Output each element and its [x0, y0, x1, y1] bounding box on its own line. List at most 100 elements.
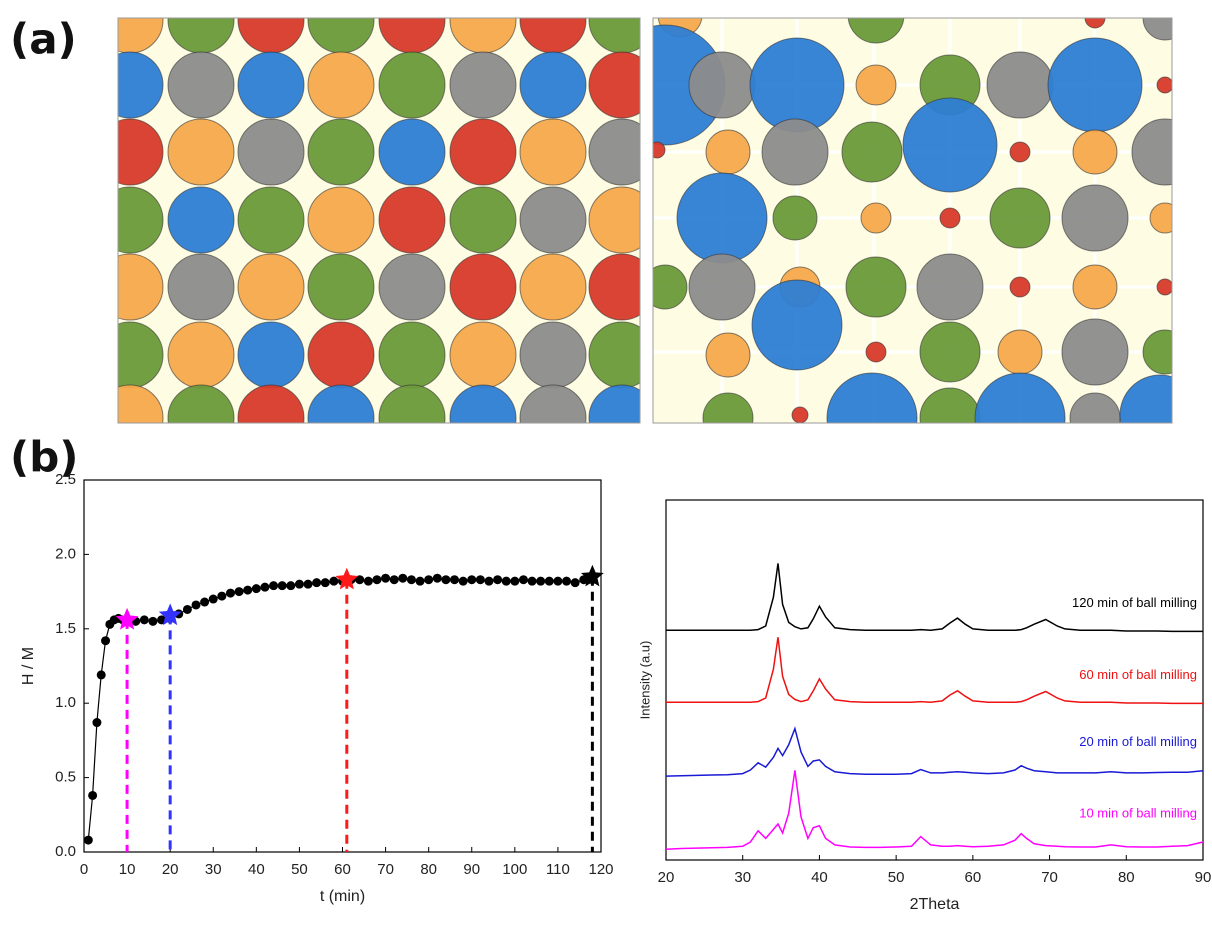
- x-tick-label: 100: [502, 861, 527, 878]
- atom: [588, 253, 640, 321]
- atom: [791, 406, 809, 423]
- y-axis-label: Intensity (a.u): [637, 641, 652, 720]
- y-tick-label: 2.5: [55, 471, 76, 488]
- x-tick-label: 80: [420, 861, 437, 878]
- atom: [307, 384, 375, 423]
- data-point: [139, 615, 149, 625]
- data-point: [493, 575, 503, 585]
- data-point: [92, 718, 102, 728]
- atom: [307, 118, 375, 186]
- series-label: 120 min of ball milling: [1072, 595, 1197, 610]
- data-point: [329, 576, 339, 586]
- atom: [378, 51, 446, 119]
- x-tick-label: 20: [162, 861, 179, 878]
- atom: [449, 51, 517, 119]
- data-point: [101, 636, 111, 646]
- x-axis-label: t (min): [320, 888, 365, 905]
- atom: [378, 321, 446, 389]
- atom: [519, 118, 587, 186]
- atom: [588, 186, 640, 254]
- atom: [919, 321, 981, 383]
- atom: [519, 51, 587, 119]
- atom: [653, 141, 666, 159]
- x-tick-label: 110: [546, 861, 570, 878]
- data-point: [450, 575, 460, 585]
- data-point: [320, 578, 330, 588]
- plot-frame: [665, 499, 1204, 861]
- atom: [449, 321, 517, 389]
- atom: [865, 341, 887, 363]
- atom: [237, 321, 305, 389]
- atom: [588, 384, 640, 423]
- atom: [167, 321, 235, 389]
- x-tick-label: 70: [377, 861, 394, 878]
- atom: [378, 253, 446, 321]
- data-line: [665, 726, 1204, 777]
- y-axis-label: H / M: [20, 647, 37, 685]
- atom: [676, 172, 768, 264]
- data-point: [544, 576, 554, 586]
- y-tick-label: 2.0: [55, 545, 76, 562]
- atom: [449, 253, 517, 321]
- lattice-frame: [117, 17, 641, 424]
- atom: [841, 121, 903, 183]
- atom: [167, 118, 235, 186]
- data-point: [415, 576, 425, 586]
- atom: [1142, 18, 1172, 41]
- panel-label: (b): [10, 433, 78, 482]
- data-point: [312, 578, 322, 588]
- atom: [307, 321, 375, 389]
- atom: [989, 187, 1051, 249]
- data-line: [665, 770, 1204, 850]
- data-point: [234, 587, 244, 597]
- x-tick-label: 30: [734, 869, 751, 886]
- atom: [237, 118, 305, 186]
- atom: [588, 321, 640, 389]
- data-point: [527, 576, 537, 586]
- atom: [378, 384, 446, 423]
- data-point: [372, 575, 382, 585]
- atom: [919, 387, 981, 423]
- data-point: [294, 579, 304, 589]
- atom: [688, 51, 756, 119]
- atom: [588, 51, 640, 119]
- atom: [237, 51, 305, 119]
- data-point: [217, 591, 227, 601]
- atom: [1072, 264, 1118, 310]
- atom: [449, 384, 517, 423]
- atom: [588, 118, 640, 186]
- x-tick-label: 90: [1195, 869, 1212, 886]
- atom: [997, 329, 1043, 375]
- marker-star: [581, 564, 604, 587]
- atom: [1149, 202, 1172, 234]
- data-point: [389, 575, 399, 585]
- x-tick-label: 30: [205, 861, 222, 878]
- data-point: [83, 835, 93, 845]
- data-point: [406, 575, 416, 585]
- x-tick-label: 50: [888, 869, 905, 886]
- atom: [519, 384, 587, 423]
- x-tick-label: 120: [588, 861, 613, 878]
- atom: [449, 186, 517, 254]
- atom: [118, 118, 164, 186]
- atom: [705, 332, 751, 378]
- atom: [118, 384, 164, 423]
- lattice-frame: [652, 17, 1173, 424]
- marker-star: [335, 567, 359, 590]
- y-tick-label: 0.5: [55, 769, 76, 786]
- atom: [1061, 184, 1129, 252]
- atom: [519, 253, 587, 321]
- data-point: [458, 576, 468, 586]
- atom: [902, 97, 998, 193]
- series-label: 60 min of ball milling: [1079, 667, 1197, 682]
- atom: [772, 195, 818, 241]
- atom: [118, 253, 164, 321]
- atom: [167, 253, 235, 321]
- data-point: [191, 600, 201, 610]
- marker-star: [158, 603, 182, 626]
- data-point: [303, 579, 313, 589]
- marker-star: [115, 607, 139, 630]
- atom: [519, 321, 587, 389]
- atom: [1156, 76, 1172, 94]
- data-point: [96, 670, 106, 680]
